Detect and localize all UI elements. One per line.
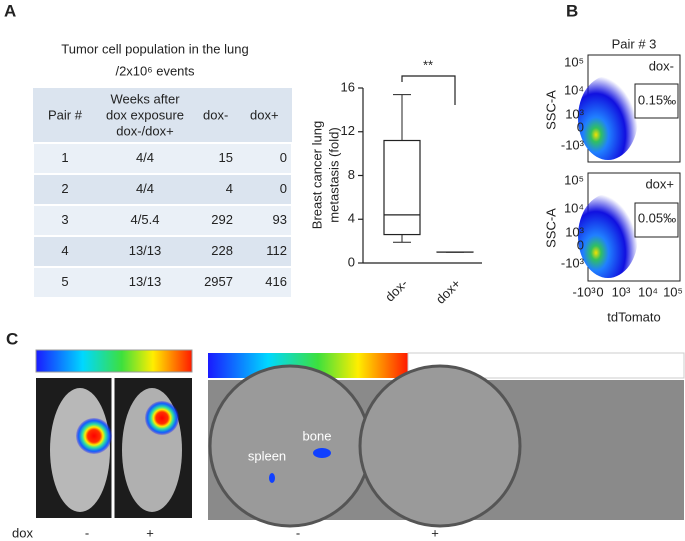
table-header: Weeks after [110, 91, 180, 106]
y-axis-label: metastasis (fold) [326, 127, 341, 222]
y-tick-label: 4 [348, 211, 355, 226]
box-plot: 0 4 8 12 16 Breast cancer lung metastasis (fol… [309, 57, 482, 307]
table-cell: 15 [219, 150, 233, 165]
table-cell: 4 [61, 243, 68, 258]
cell-cloud [578, 76, 638, 160]
gate-value: 0.05‰ [638, 210, 676, 225]
signal [76, 418, 112, 454]
y-tick-label: 10⁵ [564, 54, 584, 69]
cell-cloud [578, 194, 638, 278]
table: Tumor cell population in the lung/2x10⁶ … [32, 41, 293, 299]
flow-title: Pair # 3 [612, 36, 657, 51]
table-cell: 0 [280, 181, 287, 196]
gate [634, 83, 679, 119]
y-tick-label: 0 [577, 237, 584, 252]
color-bar [35, 349, 193, 373]
x-tick-label: dox+ [433, 276, 464, 307]
table-header: dox exposure [106, 107, 184, 122]
y-axis-label: SSC-A [543, 90, 558, 130]
table-cell: 1 [61, 150, 68, 165]
table-row-bg [32, 266, 293, 299]
gate [634, 202, 679, 238]
table-row-bg [32, 204, 293, 237]
y-tick-label: 12 [341, 123, 355, 138]
table-cell: 4/5.4 [131, 212, 160, 227]
y-tick-label: 10⁴ [564, 82, 584, 97]
y-tick-label: 10³ [565, 224, 584, 239]
table-header: dox+ [250, 107, 279, 122]
x-tick-label: 0 [596, 284, 603, 299]
table-cell: 3 [61, 212, 68, 227]
table-cell: 93 [273, 212, 287, 227]
table-cell: 2957 [204, 274, 233, 289]
table-cell: 4/4 [136, 150, 154, 165]
table-cell: 0 [280, 150, 287, 165]
organ-label: bone [303, 428, 332, 443]
y-tick-label: -10³ [561, 255, 585, 270]
condition: dox+ [645, 176, 674, 191]
y-tick-label: 0 [348, 254, 355, 269]
y-tick-label: 8 [348, 167, 355, 182]
table-header: Pair # [48, 107, 83, 122]
panel-label: A [4, 1, 16, 20]
table-cell: 416 [265, 274, 287, 289]
signal [313, 448, 331, 458]
table-header: dox-/dox+ [116, 123, 173, 138]
table-cell: 112 [266, 243, 287, 258]
x-tick-label: 10³ [612, 284, 631, 299]
panel-label: B [566, 1, 578, 20]
table-cell: 4/4 [136, 181, 154, 196]
y-tick-label: 10⁴ [564, 200, 584, 215]
x-tick-label: 10⁵ [663, 284, 683, 299]
panel-label: C [6, 329, 18, 348]
table-cell: 5 [61, 274, 68, 289]
x-tick-label: 10⁴ [638, 284, 658, 299]
y-tick-label: 10⁵ [564, 172, 584, 187]
table-cell: 228 [211, 243, 233, 258]
dish [208, 364, 372, 528]
table-header-bg [33, 88, 292, 143]
flow-plots: Pair # 3dox-0.15‰SSC-A10⁵10⁴10³0-10³dox+… [543, 36, 682, 324]
condition-label: + [431, 525, 439, 540]
dish [358, 364, 522, 528]
y-axis-label: Breast cancer lung [309, 121, 324, 229]
y-axis-label: SSC-A [543, 208, 558, 248]
table-row-bg [32, 142, 293, 175]
row-label: dox [12, 525, 33, 540]
x-axis-label: tdTomato [607, 309, 660, 324]
box [383, 139, 421, 236]
x-tick-label: dox- [382, 276, 410, 304]
condition: dox- [649, 58, 674, 73]
condition-label: + [146, 525, 154, 540]
signal [145, 401, 179, 435]
y-tick-label: 10³ [565, 106, 584, 121]
table-header: dox- [203, 107, 228, 122]
x-tick-label: -10³ [572, 284, 596, 299]
table-cell: 13/13 [129, 274, 162, 289]
table-row-bg [32, 235, 293, 268]
y-tick-label: 16 [341, 79, 355, 94]
organ-label: spleen [248, 448, 286, 463]
significance: ** [423, 57, 433, 72]
significance-bracket [401, 75, 456, 105]
table-cell: 4 [226, 181, 233, 196]
y-tick-label: 0 [577, 119, 584, 134]
condition-label: - [296, 525, 300, 540]
gate-value: 0.15‰ [638, 92, 676, 107]
table-title: Tumor cell population in the lung [61, 41, 248, 56]
imaging: spleen bone dox - + - + [12, 349, 685, 540]
table-title: /2x10⁶ events [115, 63, 195, 78]
table-row-bg [32, 173, 293, 206]
y-tick-label: -10³ [561, 137, 585, 152]
table-cell: 13/13 [129, 243, 162, 258]
signal [269, 473, 275, 483]
table-cell: 292 [211, 212, 233, 227]
condition-label: - [85, 525, 89, 540]
table-cell: 2 [61, 181, 68, 196]
